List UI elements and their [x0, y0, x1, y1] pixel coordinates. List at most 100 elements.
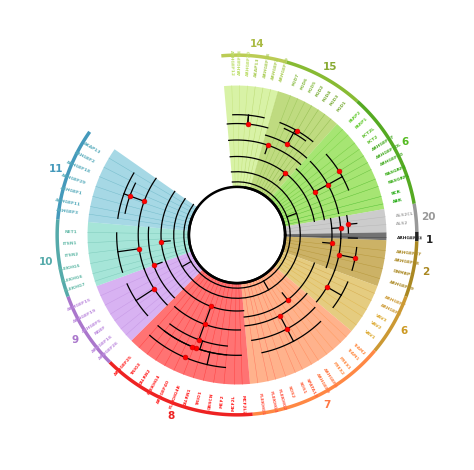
- Text: MCF2: MCF2: [220, 394, 225, 407]
- Polygon shape: [241, 266, 352, 384]
- Text: ARHGEF16: ARHGEF16: [91, 334, 114, 353]
- Text: FGD7: FGD7: [292, 73, 301, 87]
- Text: ARHGEF2: ARHGEF2: [271, 57, 280, 80]
- Text: PLEKHG2: PLEKHG2: [276, 389, 286, 411]
- Text: FGD6: FGD6: [300, 77, 309, 90]
- Polygon shape: [131, 269, 250, 384]
- Text: 8: 8: [167, 411, 175, 421]
- Text: ARHGEF17: ARHGEF17: [371, 135, 395, 152]
- Text: ARHGEF39: ARHGEF39: [389, 280, 415, 291]
- Text: ECT2L: ECT2L: [362, 126, 376, 138]
- Text: ARHGEF10: ARHGEF10: [380, 152, 405, 167]
- Text: ARHGEF2: ARHGEF2: [73, 150, 96, 164]
- Text: 6: 6: [402, 137, 409, 147]
- Text: PLEKHG3: PLEKHG3: [268, 391, 277, 414]
- Text: ITSN2: ITSN2: [64, 252, 79, 258]
- Text: BCR: BCR: [391, 189, 401, 196]
- Text: ARHGEF9: ARHGEF9: [315, 372, 330, 394]
- Text: MCF2L2: MCF2L2: [241, 394, 245, 414]
- Text: 7: 7: [324, 400, 331, 410]
- Text: PLEKHG1: PLEKHG1: [257, 393, 264, 415]
- Text: ARHGEF4: ARHGEF4: [322, 368, 338, 389]
- Polygon shape: [224, 86, 278, 189]
- Text: ARHGEF7: ARHGEF7: [383, 296, 406, 308]
- Text: ARHGEF37: ARHGEF37: [395, 250, 422, 256]
- Text: VAV1: VAV1: [363, 329, 376, 340]
- Text: ITSN1: ITSN1: [63, 242, 78, 246]
- Text: ALS2CL: ALS2CL: [395, 212, 414, 218]
- Text: ARHGEF6: ARHGEF6: [380, 303, 402, 317]
- Text: 2: 2: [422, 267, 429, 277]
- Polygon shape: [269, 124, 384, 227]
- Text: ECT2: ECT2: [366, 135, 379, 145]
- Polygon shape: [88, 222, 192, 286]
- Text: FARP1: FARP1: [354, 117, 368, 130]
- Polygon shape: [282, 237, 386, 286]
- Text: NET1: NET1: [64, 230, 77, 234]
- Text: AKAP13: AKAP13: [82, 141, 101, 155]
- Text: TRIO1: TRIO1: [196, 390, 203, 406]
- Text: 11: 11: [49, 164, 64, 174]
- Text: PLEKHG6: PLEKHG6: [61, 274, 83, 284]
- Text: NGEF: NGEF: [94, 325, 108, 336]
- Text: 9: 9: [72, 335, 79, 345]
- Polygon shape: [250, 91, 337, 199]
- Text: TIAM2: TIAM2: [352, 342, 366, 356]
- Polygon shape: [88, 149, 198, 231]
- Text: ARHGEF26: ARHGEF26: [98, 340, 120, 360]
- Text: PLEKHG5: PLEKHG5: [58, 264, 81, 272]
- Text: PLEKHG4: PLEKHG4: [147, 374, 161, 395]
- Text: SPATA13: SPATA13: [305, 377, 318, 398]
- Text: ARHGEF25: ARHGEF25: [114, 354, 134, 376]
- Text: ARHGEF33: ARHGEF33: [397, 236, 422, 240]
- Text: ARHGEF3: ARHGEF3: [56, 208, 79, 215]
- Text: FGD5: FGD5: [308, 80, 317, 94]
- Text: MCF2L: MCF2L: [232, 394, 236, 411]
- Text: OBSCN: OBSCN: [207, 392, 214, 410]
- Text: ARHGEF18: ARHGEF18: [263, 52, 271, 78]
- Text: 10: 10: [39, 257, 54, 267]
- Text: ARHGEF12: ARHGEF12: [228, 49, 233, 76]
- Text: RASGRF2: RASGRF2: [384, 165, 407, 177]
- Text: ARHGEF40: ARHGEF40: [157, 379, 172, 404]
- Text: 6: 6: [400, 326, 407, 336]
- Text: TRIO2: TRIO2: [130, 361, 143, 376]
- Text: ARHGEF28: ARHGEF28: [238, 49, 242, 76]
- Text: KALRN2: KALRN2: [138, 368, 152, 386]
- Text: ARHGEF29: ARHGEF29: [279, 56, 290, 82]
- Text: 15: 15: [323, 62, 337, 71]
- Text: ARHGEF5: ARHGEF5: [81, 318, 103, 333]
- Text: PREX1: PREX1: [338, 356, 351, 371]
- Text: PLEKHG7: PLEKHG7: [63, 282, 86, 293]
- Text: 14: 14: [250, 39, 264, 48]
- Polygon shape: [274, 251, 377, 331]
- Text: ARHGEF19: ARHGEF19: [72, 308, 97, 324]
- Text: FGD1: FGD1: [336, 100, 347, 112]
- Text: SOS1: SOS1: [298, 381, 306, 395]
- Text: ARHGEF18: ARHGEF18: [65, 161, 91, 174]
- Polygon shape: [189, 187, 285, 283]
- Text: 1: 1: [426, 235, 433, 245]
- Text: FARP2: FARP2: [348, 110, 362, 124]
- Polygon shape: [97, 251, 203, 341]
- Text: DNMBP: DNMBP: [392, 269, 410, 277]
- Text: AKAP13: AKAP13: [255, 57, 261, 77]
- Text: VAV3: VAV3: [374, 313, 387, 323]
- Text: RASGRF1: RASGRF1: [387, 174, 410, 185]
- Text: ARHGEF15: ARHGEF15: [67, 298, 92, 312]
- Text: ARHGEF29: ARHGEF29: [61, 172, 87, 185]
- Text: ARHGEF10L: ARHGEF10L: [375, 142, 403, 159]
- Text: FGD2: FGD2: [315, 85, 325, 98]
- Text: ARHGEF1: ARHGEF1: [60, 186, 83, 196]
- Text: VAV2: VAV2: [370, 320, 383, 330]
- Text: KALRN1: KALRN1: [182, 387, 192, 407]
- Polygon shape: [284, 209, 386, 234]
- Text: ALS2: ALS2: [396, 221, 409, 226]
- Text: ARHGEF38: ARHGEF38: [394, 258, 420, 266]
- Text: ARHGEF11: ARHGEF11: [55, 197, 81, 206]
- Polygon shape: [285, 232, 386, 240]
- Text: ARHGEF20: ARHGEF20: [246, 50, 252, 76]
- Text: FGD3: FGD3: [329, 94, 340, 107]
- Text: ABR: ABR: [392, 198, 403, 204]
- Text: FGD4: FGD4: [322, 89, 333, 102]
